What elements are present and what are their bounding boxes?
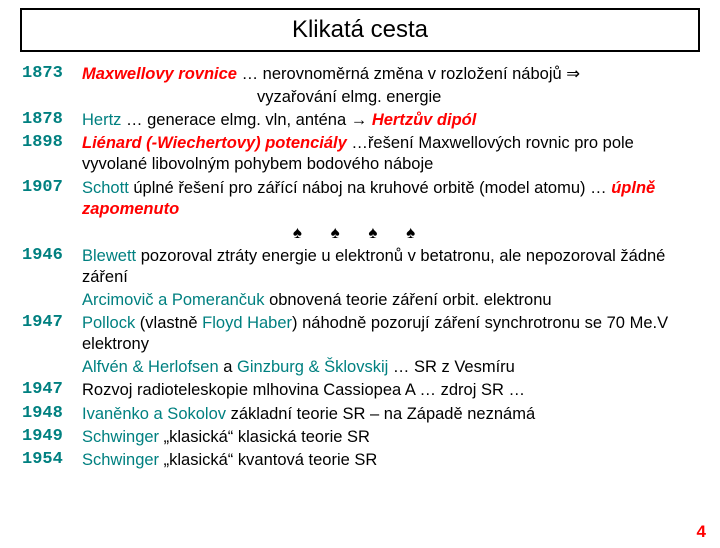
row-text: Schwinger „klasická“ kvantová teorie SR <box>82 450 698 471</box>
year-label: 1947 <box>22 313 82 332</box>
body-text: a <box>219 358 237 376</box>
person-name: Schwinger <box>82 428 159 446</box>
timeline-row: 1948Ivaněnko a Sokolov základní teorie S… <box>22 404 698 425</box>
title-box: Klikatá cesta <box>20 8 700 52</box>
body-text: Rozvoj radioteleskopie mlhovina Cassiope… <box>82 381 525 399</box>
year-label: 1947 <box>22 380 82 399</box>
row-text: Schwinger „klasická“ klasická teorie SR <box>82 427 698 448</box>
person-name: Ivaněnko a Sokolov <box>82 405 226 423</box>
person-name: Floyd Haber <box>202 314 292 332</box>
row-text: Pollock (vlastně Floyd Haber) náhodně po… <box>82 313 698 355</box>
term-text: Liénard (-Wiechertovy) potenciály <box>82 134 347 152</box>
year-label: 1907 <box>22 178 82 197</box>
year-label: 1954 <box>22 450 82 469</box>
body-text: úplné řešení pro zářící náboj na kruhové… <box>129 179 611 197</box>
year-label: 1949 <box>22 427 82 446</box>
body-text: obnovená teorie záření orbit. elektronu <box>264 291 551 309</box>
page-number: 4 <box>697 522 706 542</box>
body-text: … SR z Vesmíru <box>388 358 515 376</box>
person-name: Blewett <box>82 247 136 265</box>
year-label: 1946 <box>22 246 82 265</box>
timeline-row: 1949Schwinger „klasická“ klasická teorie… <box>22 427 698 448</box>
timeline-row: 1946Blewett pozoroval ztráty energie u e… <box>22 246 698 288</box>
body-text: „klasická“ klasická teorie SR <box>159 428 370 446</box>
term-text: Hertzův dipól <box>372 111 477 129</box>
person-name: Hertz <box>82 111 121 129</box>
row-text: Rozvoj radioteleskopie mlhovina Cassiope… <box>82 380 698 401</box>
body-text: vyzařování elmg. energie <box>257 88 441 106</box>
year-label: 1948 <box>22 404 82 423</box>
person-name: Schott <box>82 179 129 197</box>
person-name: Ginzburg & Šklovskij <box>237 358 388 376</box>
person-name: Arcimovič a Pomerančuk <box>82 291 264 309</box>
timeline-row: 1947Pollock (vlastně Floyd Haber) náhodn… <box>22 313 698 355</box>
row-text: Arcimovič a Pomerančuk obnovená teorie z… <box>82 290 698 311</box>
year-label: 1898 <box>22 133 82 152</box>
year-label: 1873 <box>22 64 82 83</box>
person-name: Schwinger <box>82 451 159 469</box>
row-text: Alfvén & Herlofsen a Ginzburg & Šklovski… <box>82 357 698 378</box>
person-name: Pollock <box>82 314 135 332</box>
timeline-row: Arcimovič a Pomerančuk obnovená teorie z… <box>22 290 698 311</box>
timeline-row: 1878Hertz … generace elmg. vln, anténa →… <box>22 110 698 131</box>
row-text: Ivaněnko a Sokolov základní teorie SR – … <box>82 404 698 425</box>
body-text: „klasická“ kvantová teorie SR <box>159 451 377 469</box>
row-text: Hertz … generace elmg. vln, anténa → Her… <box>82 110 698 131</box>
timeline-row: 1947Rozvoj radioteleskopie mlhovina Cass… <box>22 380 698 401</box>
row-text: Liénard (-Wiechertovy) potenciály …řešen… <box>82 133 698 175</box>
divider-spades: ♠ ♠ ♠ ♠ <box>22 223 698 243</box>
row-text: Schott úplné řešení pro zářící náboj na … <box>82 178 698 220</box>
row-text: Blewett pozoroval ztráty energie u elekt… <box>82 246 698 288</box>
timeline-row: 1954Schwinger „klasická“ kvantová teorie… <box>22 450 698 471</box>
timeline-content: 1873Maxwellovy rovnice … nerovnoměrná zm… <box>0 64 720 471</box>
timeline-row: Alfvén & Herlofsen a Ginzburg & Šklovski… <box>22 357 698 378</box>
page-title: Klikatá cesta <box>292 16 428 43</box>
term-text: Maxwellovy rovnice <box>82 65 237 83</box>
person-name: Alfvén & Herlofsen <box>82 358 219 376</box>
year-label: 1878 <box>22 110 82 129</box>
timeline-row: 1873Maxwellovy rovnice … nerovnoměrná zm… <box>22 64 698 85</box>
timeline-row: vyzařování elmg. energie <box>22 87 698 108</box>
timeline-row: 1907Schott úplné řešení pro zářící náboj… <box>22 178 698 220</box>
body-text: … generace elmg. vln, anténa → <box>121 111 371 129</box>
row-text: vyzařování elmg. energie <box>82 87 698 108</box>
body-text: základní teorie SR – na Západě neznámá <box>226 405 535 423</box>
timeline-row: 1898Liénard (-Wiechertovy) potenciály …ř… <box>22 133 698 175</box>
body-text: (vlastně <box>135 314 202 332</box>
row-text: Maxwellovy rovnice … nerovnoměrná změna … <box>82 64 698 85</box>
body-text: … nerovnoměrná změna v rozložení nábojů … <box>237 65 580 83</box>
body-text: pozoroval ztráty energie u elektronů v b… <box>82 247 665 286</box>
